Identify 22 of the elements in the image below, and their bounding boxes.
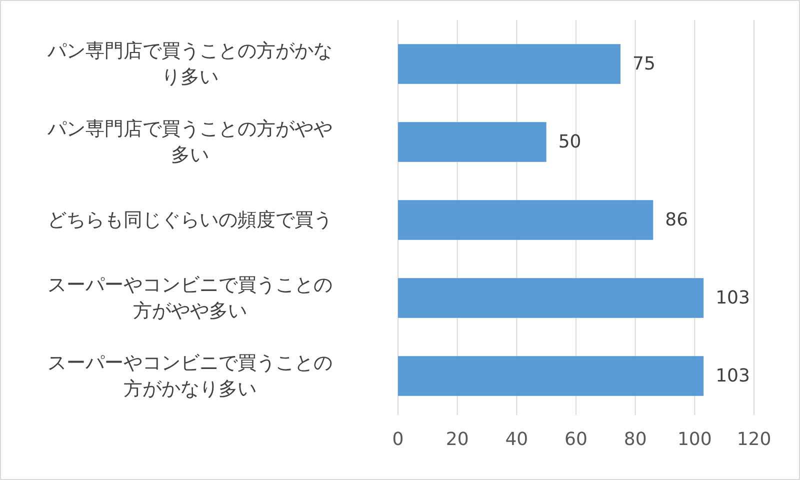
y-tick-label: どちらも同じぐらいの頻度で買う xyxy=(48,209,332,231)
y-tick-label: パン専門店で買うことの方がかなり多い xyxy=(46,40,332,88)
x-tick-label: 0 xyxy=(392,429,404,450)
data-label: 75 xyxy=(632,54,656,74)
x-tick-label: 20 xyxy=(446,429,469,450)
bar xyxy=(398,122,546,162)
y-tick-label: パン専門店で買うことの方がやや多い xyxy=(46,118,332,166)
bar xyxy=(398,200,654,240)
x-tick-label: 40 xyxy=(505,429,528,450)
bar xyxy=(398,44,620,84)
bar xyxy=(398,278,704,318)
x-tick-label: 80 xyxy=(624,429,647,450)
bar xyxy=(398,356,704,396)
x-tick-label: 100 xyxy=(677,429,712,450)
data-label: 103 xyxy=(716,366,750,386)
data-label: 50 xyxy=(558,132,582,152)
y-tick-label: スーパーやコンビニで買うことの方がかなり多い xyxy=(48,352,332,400)
y-tick-label: スーパーやコンビニで買うことの方がやや多い xyxy=(48,274,332,322)
x-tick-label: 120 xyxy=(736,429,772,450)
x-tick-label: 60 xyxy=(564,429,588,450)
data-label: 86 xyxy=(665,210,688,230)
data-label: 103 xyxy=(716,288,750,308)
